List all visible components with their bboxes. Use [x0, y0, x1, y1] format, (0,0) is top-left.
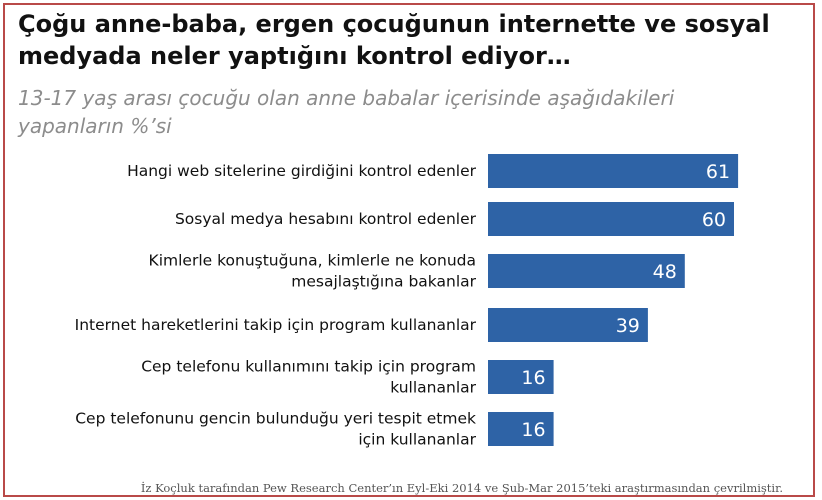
value-label: 48	[653, 261, 677, 283]
category-label: Hangi web sitelerine girdiğini kontrol e…	[127, 162, 477, 180]
category-label: Cep telefonunu gencin bulunduğu yeri tes…	[75, 410, 476, 449]
bar	[488, 360, 554, 394]
value-label: 39	[616, 315, 640, 337]
chart-subtitle: 13-17 yaş arası çocuğu olan anne babalar…	[18, 86, 675, 138]
category-label: Kimlerle konuştuğuna, kimlerle ne konuda…	[149, 252, 477, 291]
bar	[488, 412, 554, 446]
value-label: 60	[702, 209, 726, 231]
value-label: 16	[521, 367, 545, 389]
chart-frame	[3, 3, 815, 497]
category-label: Cep telefonu kullanımını takip için prog…	[141, 358, 476, 397]
bar	[488, 202, 734, 236]
category-label: Sosyal medya hesabını kontrol edenler	[175, 210, 477, 228]
value-label: 61	[706, 161, 730, 183]
bar-chart: 61 Hangi web sitelerine girdiğini kontrol…	[75, 154, 739, 449]
chart-title: Çoğu anne-baba, ergen çocuğunun internet…	[18, 10, 770, 70]
bar	[488, 254, 685, 288]
value-label: 16	[521, 419, 545, 441]
category-label: Internet hareketlerini takip için progra…	[75, 316, 477, 334]
bar	[488, 308, 648, 342]
bar	[488, 154, 739, 188]
source-note: İz Koçluk tarafından Pew Research Center…	[140, 481, 783, 495]
